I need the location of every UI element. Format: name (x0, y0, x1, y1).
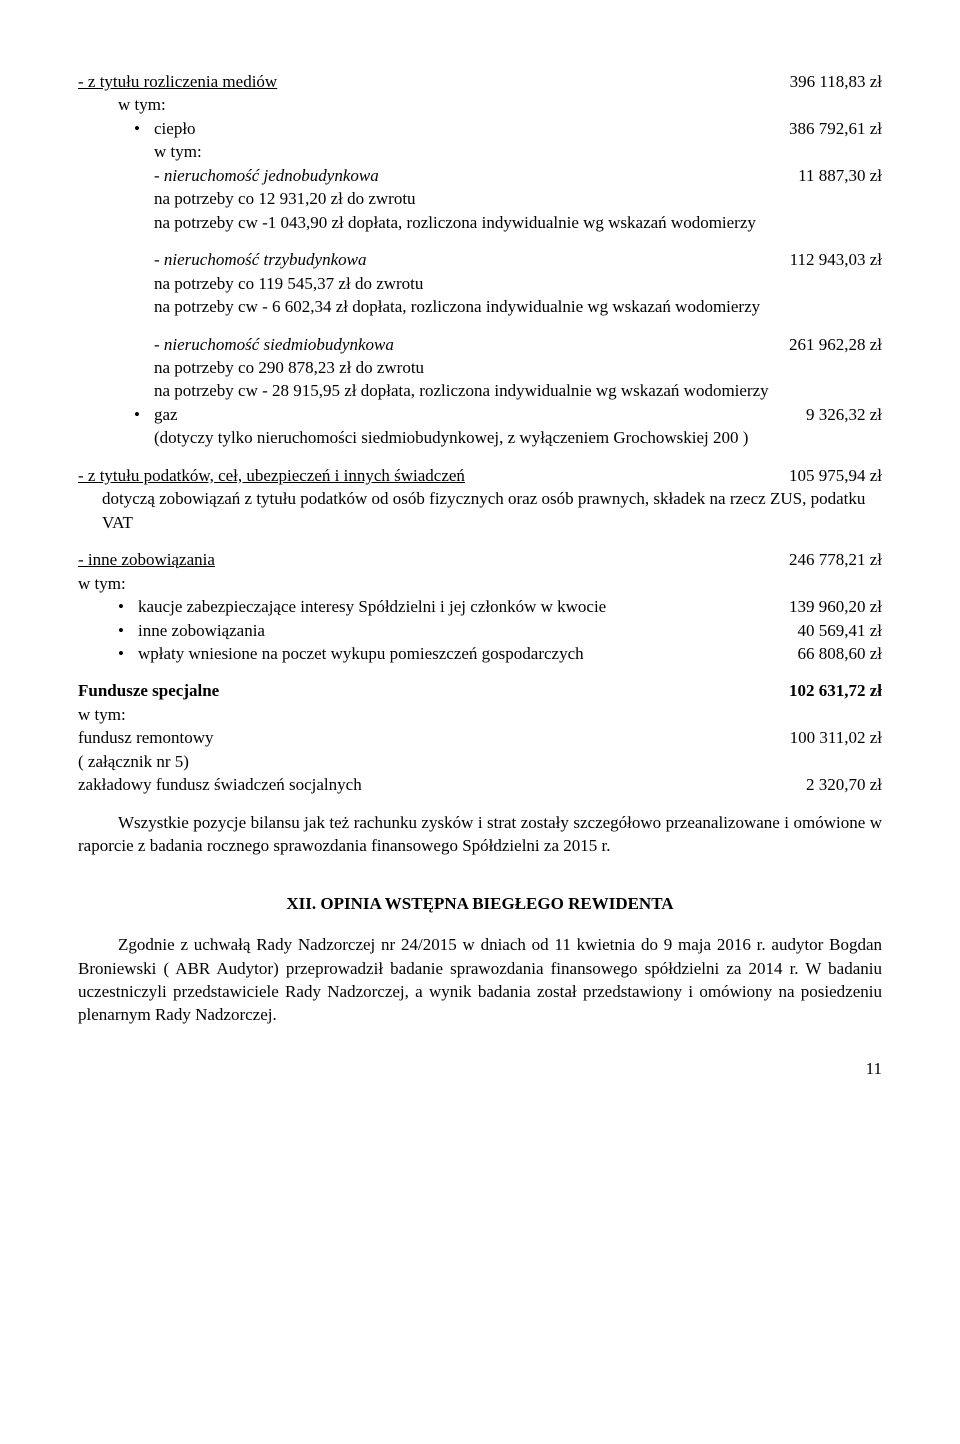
cieplo-label: ciepło (154, 117, 777, 140)
other-value: 246 778,21 zł (777, 548, 882, 571)
other-item-0-label: kaucje zabezpieczające interesy Spółdzie… (138, 595, 777, 618)
opinion-paragraph: Zgodnie z uchwałą Rady Nadzorczej nr 24/… (78, 933, 882, 1027)
trzy-value: 112 943,03 zł (778, 248, 882, 271)
other-item-1: inne zobowiązania 40 569,41 zł (78, 619, 882, 642)
tax-value: 105 975,94 zł (777, 464, 882, 487)
funds-row: Fundusze specjalne 102 631,72 zł (78, 679, 882, 702)
funds-value: 102 631,72 zł (777, 679, 882, 702)
trzy-label: - nieruchomość trzybudynkowa (154, 248, 778, 271)
other-item-1-label: inne zobowiązania (138, 619, 785, 642)
jedn-cw: na potrzeby cw -1 043,90 zł dopłata, roz… (78, 211, 882, 234)
other-item-0-value: 139 960,20 zł (777, 595, 882, 618)
other-item-2-label: wpłaty wniesione na poczet wykupu pomies… (138, 642, 785, 665)
remont-note: ( załącznik nr 5) (78, 750, 882, 773)
jedn-value: 11 887,30 zł (786, 164, 882, 187)
tax-row: - z tytułu podatków, ceł, ubezpieczeń i … (78, 464, 882, 487)
other-row: - inne zobowiązania 246 778,21 zł (78, 548, 882, 571)
page-number: 11 (78, 1057, 882, 1080)
remont-label: fundusz remontowy (78, 726, 778, 749)
wtym-2: w tym: (78, 140, 882, 163)
other-item-0: kaucje zabezpieczające interesy Spółdzie… (78, 595, 882, 618)
balance-paragraph: Wszystkie pozycje bilansu jak też rachun… (78, 811, 882, 858)
other-label: - inne zobowiązania (78, 548, 777, 571)
jedn-label: - nieruchomość jednobudynkowa (154, 164, 786, 187)
zfss-label: zakładowy fundusz świadczeń socjalnych (78, 773, 794, 796)
siedm-row: - nieruchomość siedmiobudynkowa 261 962,… (78, 333, 882, 356)
section-title: XII. OPINIA WSTĘPNA BIEGŁEGO REWIDENTA (78, 892, 882, 915)
other-item-2-value: 66 808,60 zł (785, 642, 882, 665)
remont-value: 100 311,02 zł (778, 726, 882, 749)
gaz-note: (dotyczy tylko nieruchomości siedmiobudy… (78, 426, 882, 449)
tax-label: - z tytułu podatków, ceł, ubezpieczeń i … (78, 464, 777, 487)
wtym-3: w tym: (78, 572, 882, 595)
remont-row: fundusz remontowy 100 311,02 zł (78, 726, 882, 749)
siedm-label: - nieruchomość siedmiobudynkowa (154, 333, 777, 356)
cieplo-value: 386 792,61 zł (777, 117, 882, 140)
trzy-row: - nieruchomość trzybudynkowa 112 943,03 … (78, 248, 882, 271)
gaz-row: gaz 9 326,32 zł (78, 403, 882, 426)
media-header-row: - z tytułu rozliczenia mediów 396 118,83… (78, 70, 882, 93)
funds-label: Fundusze specjalne (78, 679, 777, 702)
trzy-cw: na potrzeby cw - 6 602,34 zł dopłata, ro… (78, 295, 882, 318)
siedm-value: 261 962,28 zł (777, 333, 882, 356)
siedm-cw: na potrzeby cw - 28 915,95 zł dopłata, r… (78, 379, 882, 402)
gaz-label: gaz (154, 403, 794, 426)
wtym-1: w tym: (78, 93, 882, 116)
zfss-row: zakładowy fundusz świadczeń socjalnych 2… (78, 773, 882, 796)
other-item-2: wpłaty wniesione na poczet wykupu pomies… (78, 642, 882, 665)
other-item-1-value: 40 569,41 zł (785, 619, 882, 642)
zfss-value: 2 320,70 zł (794, 773, 882, 796)
jedn-co: na potrzeby co 12 931,20 zł do zwrotu (78, 187, 882, 210)
cieplo-row: ciepło 386 792,61 zł (78, 117, 882, 140)
siedm-co: na potrzeby co 290 878,23 zł do zwrotu (78, 356, 882, 379)
media-header-value: 396 118,83 zł (778, 70, 882, 93)
media-header-label: - z tytułu rozliczenia mediów (78, 70, 778, 93)
jedn-row: - nieruchomość jednobudynkowa 11 887,30 … (78, 164, 882, 187)
gaz-value: 9 326,32 zł (794, 403, 882, 426)
wtym-4: w tym: (78, 703, 882, 726)
tax-desc: dotyczą zobowiązań z tytułu podatków od … (78, 487, 882, 534)
trzy-co: na potrzeby co 119 545,37 zł do zwrotu (78, 272, 882, 295)
